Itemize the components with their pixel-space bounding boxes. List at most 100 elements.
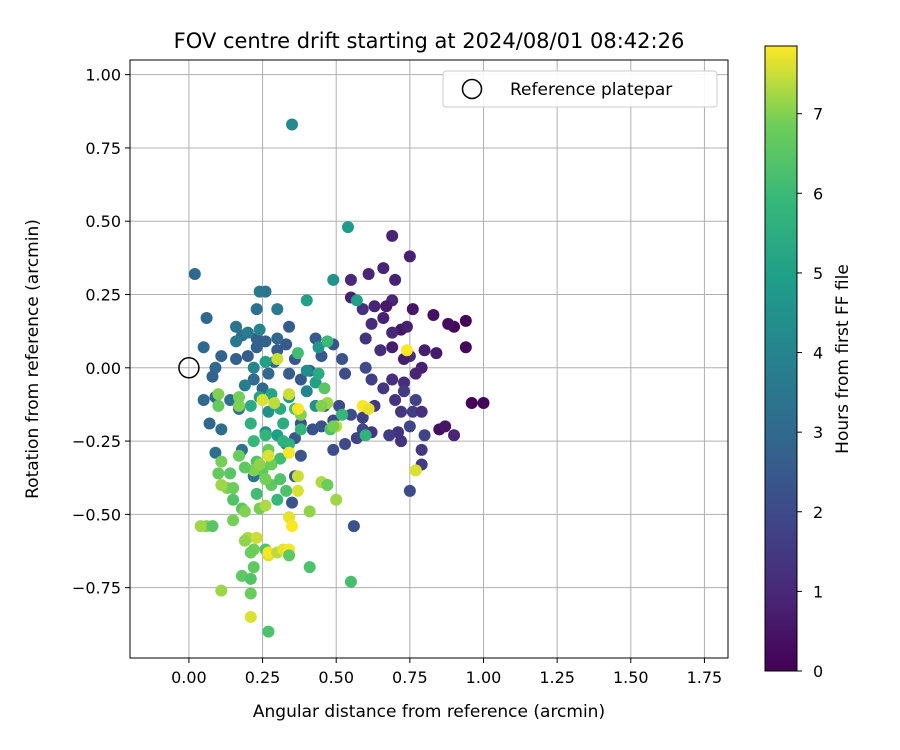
data-point bbox=[377, 262, 390, 275]
data-point bbox=[397, 376, 410, 389]
data-point bbox=[277, 417, 290, 430]
data-point bbox=[336, 353, 349, 365]
data-point bbox=[327, 273, 340, 286]
plot-frame bbox=[129, 59, 729, 659]
data-point bbox=[197, 394, 210, 407]
data-point bbox=[262, 367, 275, 380]
colorbar-tick-label: 3 bbox=[813, 423, 823, 442]
colorbar-tick-label: 1 bbox=[813, 582, 823, 601]
data-point bbox=[386, 341, 399, 354]
data-point bbox=[359, 332, 372, 345]
legend-box bbox=[442, 70, 718, 108]
data-point bbox=[241, 326, 254, 339]
data-point bbox=[415, 405, 428, 418]
data-point bbox=[215, 479, 228, 492]
data-point bbox=[312, 341, 325, 354]
data-point bbox=[253, 323, 266, 336]
legend: Reference platepar bbox=[442, 70, 718, 108]
data-point bbox=[247, 561, 260, 574]
data-point bbox=[362, 267, 375, 280]
data-point bbox=[368, 300, 381, 313]
data-point bbox=[339, 438, 352, 451]
data-point bbox=[339, 367, 352, 380]
data-point bbox=[286, 520, 299, 533]
y-axis-ticks: 1.00 0.75 0.50 0.25 0.00 −0.25 −0.50 −0.75 bbox=[72, 66, 130, 598]
data-point bbox=[200, 311, 213, 324]
data-point bbox=[232, 399, 245, 412]
data-point bbox=[303, 505, 316, 518]
data-point bbox=[212, 388, 225, 401]
data-point bbox=[359, 361, 372, 374]
data-point bbox=[268, 396, 281, 409]
data-point bbox=[259, 355, 272, 368]
x-tick-label: 1.25 bbox=[539, 668, 575, 687]
x-tick-label: 0.50 bbox=[318, 668, 354, 687]
data-point bbox=[238, 505, 251, 518]
data-point bbox=[344, 575, 357, 588]
data-point bbox=[459, 314, 472, 327]
data-point bbox=[409, 464, 422, 477]
y-tick-label: 0.50 bbox=[85, 212, 121, 231]
data-point bbox=[244, 572, 257, 585]
data-point bbox=[227, 493, 240, 506]
grid bbox=[130, 60, 728, 658]
data-point bbox=[291, 347, 304, 360]
data-point bbox=[271, 332, 284, 345]
data-point bbox=[344, 408, 357, 421]
data-point bbox=[262, 625, 275, 638]
data-point bbox=[215, 584, 228, 597]
data-point bbox=[253, 285, 266, 298]
x-tick-label: 1.50 bbox=[613, 668, 649, 687]
data-point bbox=[315, 399, 328, 412]
data-point bbox=[330, 493, 343, 506]
data-point bbox=[244, 399, 257, 412]
data-point bbox=[232, 449, 245, 462]
y-tick-label: −0.75 bbox=[72, 579, 121, 598]
data-point bbox=[280, 484, 293, 497]
data-point bbox=[406, 303, 419, 316]
data-point bbox=[197, 341, 210, 354]
data-point bbox=[259, 429, 272, 442]
data-point bbox=[230, 320, 243, 333]
y-tick-label: 0.00 bbox=[85, 359, 121, 378]
data-point bbox=[294, 423, 307, 436]
data-point bbox=[283, 367, 296, 380]
data-point bbox=[477, 396, 490, 409]
colorbar-tick-label: 2 bbox=[813, 503, 823, 522]
legend-marker-circle-icon bbox=[461, 78, 483, 100]
data-point bbox=[206, 370, 219, 383]
data-point bbox=[409, 367, 422, 380]
data-point bbox=[400, 320, 413, 333]
data-point bbox=[227, 481, 240, 494]
data-point bbox=[271, 303, 284, 316]
reference-platepar-marker bbox=[178, 357, 200, 379]
data-point bbox=[283, 446, 296, 459]
x-tick-label: 1.75 bbox=[687, 668, 723, 687]
data-point bbox=[271, 493, 284, 506]
data-point bbox=[215, 455, 228, 468]
data-point bbox=[259, 499, 272, 512]
x-axis-label: Angular distance from reference (arcmin) bbox=[253, 702, 605, 722]
data-point bbox=[377, 382, 390, 395]
data-point bbox=[459, 341, 472, 354]
data-point bbox=[365, 373, 378, 386]
data-point bbox=[336, 408, 349, 421]
colorbar-tick-label: 5 bbox=[813, 264, 823, 283]
data-point bbox=[380, 300, 393, 313]
data-point bbox=[291, 402, 304, 415]
data-point bbox=[250, 303, 263, 316]
data-point bbox=[232, 391, 245, 404]
data-point bbox=[418, 429, 431, 442]
data-point bbox=[327, 420, 340, 433]
data-point bbox=[244, 417, 257, 430]
data-point bbox=[274, 473, 287, 486]
legend-label: Reference platepar bbox=[510, 80, 672, 100]
data-point bbox=[259, 473, 272, 486]
data-point bbox=[238, 379, 251, 392]
colorbar-tick-label: 7 bbox=[813, 105, 823, 124]
data-point bbox=[303, 561, 316, 574]
data-point bbox=[224, 467, 237, 480]
data-point bbox=[356, 411, 369, 424]
